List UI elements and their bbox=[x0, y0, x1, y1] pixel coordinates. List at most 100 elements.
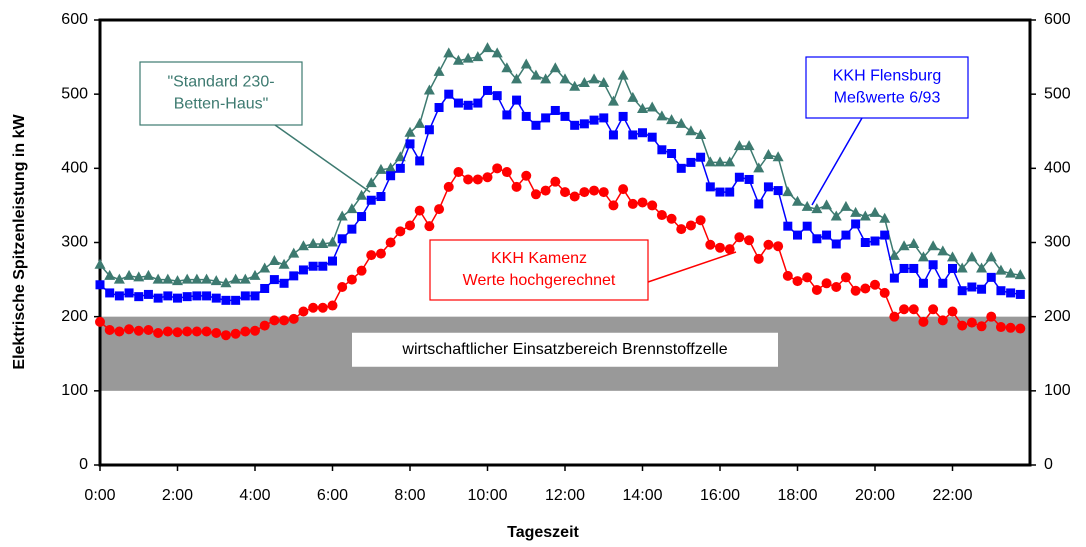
point bbox=[386, 171, 396, 181]
point bbox=[850, 285, 861, 296]
point bbox=[637, 103, 648, 113]
point bbox=[308, 302, 319, 313]
point bbox=[153, 293, 163, 303]
x-tick-label: 2:00 bbox=[162, 487, 193, 504]
x-tick-label: 8:00 bbox=[394, 487, 425, 504]
point bbox=[269, 315, 280, 326]
point bbox=[569, 191, 580, 202]
point bbox=[191, 326, 202, 337]
point bbox=[909, 263, 919, 273]
point bbox=[182, 326, 193, 337]
point bbox=[424, 125, 434, 135]
point bbox=[104, 269, 116, 280]
point bbox=[318, 261, 328, 271]
point bbox=[453, 98, 463, 108]
point bbox=[782, 270, 793, 281]
point bbox=[908, 237, 920, 248]
point bbox=[114, 326, 125, 337]
y-tick-label: 600 bbox=[61, 11, 88, 28]
point bbox=[181, 273, 193, 284]
point bbox=[966, 251, 978, 262]
point bbox=[230, 273, 242, 284]
point bbox=[715, 187, 725, 197]
point bbox=[657, 145, 667, 155]
point bbox=[1005, 267, 1017, 278]
point bbox=[95, 280, 105, 290]
point bbox=[570, 120, 580, 130]
point bbox=[830, 210, 842, 221]
point bbox=[114, 291, 124, 301]
point bbox=[956, 262, 968, 273]
point bbox=[317, 302, 328, 313]
point bbox=[327, 236, 338, 247]
point bbox=[762, 148, 774, 159]
x-tick-label: 20:00 bbox=[855, 487, 895, 504]
point bbox=[851, 219, 861, 229]
point bbox=[240, 291, 250, 301]
band-label-box bbox=[352, 332, 778, 367]
point bbox=[986, 272, 996, 282]
point bbox=[210, 275, 222, 286]
point bbox=[627, 91, 639, 102]
point bbox=[279, 315, 290, 326]
point bbox=[686, 157, 696, 167]
point bbox=[230, 328, 241, 339]
point bbox=[549, 62, 561, 73]
point bbox=[259, 320, 270, 331]
point bbox=[685, 125, 697, 136]
point bbox=[841, 230, 851, 240]
point bbox=[744, 174, 754, 184]
point bbox=[434, 103, 444, 113]
point bbox=[937, 245, 949, 256]
point bbox=[918, 278, 928, 288]
point bbox=[153, 327, 164, 338]
point bbox=[607, 95, 619, 106]
point bbox=[327, 300, 338, 311]
point bbox=[94, 258, 106, 269]
y2-tick-label: 300 bbox=[1044, 234, 1071, 251]
point bbox=[473, 98, 483, 108]
point bbox=[501, 167, 512, 178]
point bbox=[201, 273, 213, 284]
point bbox=[598, 187, 609, 198]
point bbox=[530, 69, 542, 80]
point bbox=[347, 224, 357, 234]
point bbox=[511, 73, 523, 84]
point bbox=[617, 69, 629, 80]
point bbox=[356, 265, 367, 276]
y-tick-label: 300 bbox=[61, 234, 88, 251]
point bbox=[772, 151, 784, 162]
point bbox=[365, 177, 377, 188]
point bbox=[608, 130, 618, 140]
point bbox=[734, 232, 745, 243]
point bbox=[530, 189, 541, 200]
point bbox=[986, 311, 997, 322]
point bbox=[879, 212, 891, 223]
point bbox=[202, 291, 212, 301]
point bbox=[423, 84, 435, 95]
point bbox=[152, 273, 164, 284]
point bbox=[328, 256, 337, 266]
point bbox=[240, 326, 251, 337]
point bbox=[260, 283, 270, 293]
point bbox=[676, 224, 687, 235]
point bbox=[628, 130, 638, 140]
x-tick-label: 0:00 bbox=[84, 487, 115, 504]
point bbox=[134, 292, 144, 302]
point bbox=[840, 200, 852, 211]
point bbox=[666, 213, 677, 224]
point bbox=[424, 221, 435, 232]
point bbox=[124, 324, 135, 335]
point bbox=[162, 273, 174, 284]
point bbox=[725, 187, 735, 197]
x-tick-label: 10:00 bbox=[467, 487, 507, 504]
point bbox=[501, 62, 513, 73]
point bbox=[113, 273, 125, 284]
point bbox=[957, 286, 967, 296]
point bbox=[502, 110, 512, 120]
point bbox=[812, 234, 822, 244]
point bbox=[1014, 269, 1026, 280]
point bbox=[676, 163, 686, 173]
point bbox=[201, 326, 212, 337]
x-tick-label: 14:00 bbox=[622, 487, 662, 504]
